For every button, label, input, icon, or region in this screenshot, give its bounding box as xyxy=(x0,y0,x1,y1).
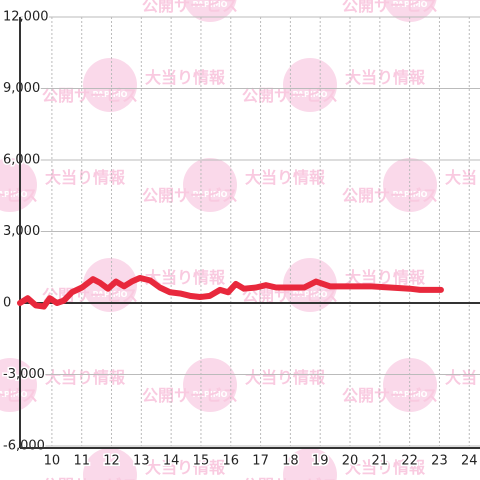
watermark-text: 公開サービス xyxy=(342,186,438,205)
watermark-text: 大当り情報 xyxy=(445,368,480,387)
watermark-logo xyxy=(83,58,137,112)
watermark-brand: PAPIMO xyxy=(193,390,228,399)
watermark-brand: PAPIMO xyxy=(293,290,328,299)
x-tick-label: 14 xyxy=(163,454,180,469)
watermark-brand: PAPIMO xyxy=(293,90,328,99)
watermark-text: 大当り情報 xyxy=(345,458,426,477)
watermark-text: 大当り情報 xyxy=(145,458,226,477)
y-tick-label: 12,000 xyxy=(3,10,49,25)
watermark-logo xyxy=(383,0,437,22)
watermark-text: 大当り情報 xyxy=(45,368,126,387)
watermark-text: 大当り情報 xyxy=(145,68,226,87)
watermark-text: 大当り情報 xyxy=(245,168,326,187)
watermark-text: 大当り情報 xyxy=(245,368,326,387)
watermark-brand: PAPIMO xyxy=(0,190,28,199)
watermark-logo xyxy=(183,158,237,212)
watermark-text: 公開サービス xyxy=(42,86,138,105)
watermark-text: 大当り情報 xyxy=(345,68,426,87)
x-tick-label: 10 xyxy=(44,454,61,469)
x-tick-label: 11 xyxy=(73,454,90,469)
watermark-brand: PAPIMO xyxy=(393,0,428,9)
x-tick-label: 17 xyxy=(252,454,269,469)
watermark-text: 公開サービス xyxy=(242,476,338,480)
watermark-text: 大当り情報 xyxy=(345,268,426,287)
y-tick-label: 6,000 xyxy=(3,153,40,168)
y-tick-label: 3,000 xyxy=(3,224,40,239)
watermark-brand: PAPIMO xyxy=(193,190,228,199)
x-tick-label: 23 xyxy=(431,454,448,469)
watermark-logo xyxy=(183,0,237,22)
watermark-logo xyxy=(183,358,237,412)
watermark-brand: PAPIMO xyxy=(193,0,228,9)
x-tick-label: 24 xyxy=(461,454,478,469)
x-tick-label: 18 xyxy=(282,454,299,469)
y-tick-label: -6,000 xyxy=(3,439,45,454)
x-tick-label: 15 xyxy=(193,454,210,469)
watermark-text: 公開サービス xyxy=(142,186,238,205)
y-tick-label: 9,000 xyxy=(3,81,40,96)
watermark-logo xyxy=(83,448,137,480)
x-tick-label: 16 xyxy=(222,454,239,469)
watermark-text: 公開サービス xyxy=(342,386,438,405)
watermark-text: 公開サービス xyxy=(242,86,338,105)
y-tick-label: 0 xyxy=(3,296,11,311)
watermark-logo xyxy=(0,158,37,212)
x-tick-label: 12 xyxy=(103,454,120,469)
x-tick-label: 19 xyxy=(312,454,329,469)
x-tick-label: 20 xyxy=(342,454,359,469)
data-line xyxy=(17,274,444,310)
watermark-text: 公開サービス xyxy=(42,476,138,480)
watermark-logo xyxy=(283,448,337,480)
watermark-brand: PAPIMO xyxy=(93,90,128,99)
x-tick-label: 13 xyxy=(133,454,150,469)
watermark-brand: PAPIMO xyxy=(93,290,128,299)
watermark-text: 大当り情報 xyxy=(145,268,226,287)
x-tick-label: 22 xyxy=(401,454,418,469)
watermark-text: 大当り情報 xyxy=(445,168,480,187)
watermark-text: 大当り情報 xyxy=(45,168,126,187)
x-tick-label: 21 xyxy=(372,454,389,469)
watermark-text: 公開サービス xyxy=(242,286,338,305)
watermark-logo xyxy=(283,58,337,112)
watermark-text: 公開サービス xyxy=(142,0,238,15)
watermark-brand: PAPIMO xyxy=(0,390,28,399)
watermark-text: 公開サービス xyxy=(342,0,438,15)
watermark-logo xyxy=(0,358,37,412)
watermark-text: 公開サービス xyxy=(142,386,238,405)
y-tick-label: -3,000 xyxy=(3,367,45,382)
